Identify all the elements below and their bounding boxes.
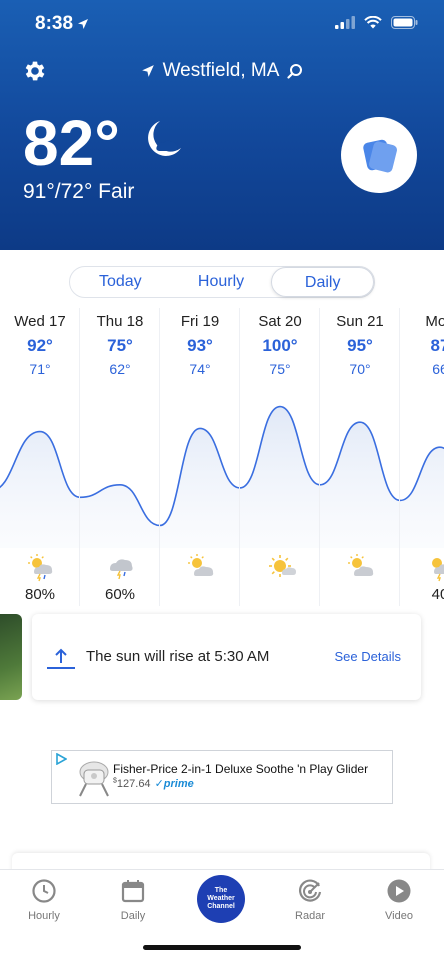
partly-sunny-icon xyxy=(348,554,374,576)
forecast-day[interactable]: Thu 18 75° 62° 60% xyxy=(80,308,160,606)
current-temperature: 82° xyxy=(23,107,120,179)
daily-forecast[interactable]: Wed 17 92° 71° 80% Thu 18 75° 62° 60% Fr… xyxy=(0,308,444,606)
current-conditions-header: 8:38 Westfield, MA xyxy=(0,0,444,250)
forecast-day[interactable]: Wed 17 92° 71° 80% xyxy=(0,308,80,606)
day-high-temp: 87 xyxy=(430,336,444,355)
thunderstorm-partly-sunny-icon xyxy=(432,558,444,582)
forecast-tabs: Today Hourly Daily xyxy=(69,266,375,298)
day-name: Fri 19 xyxy=(180,313,220,330)
play-video-icon xyxy=(387,879,411,903)
battery-icon xyxy=(391,16,418,29)
stacked-cards-icon xyxy=(363,139,397,173)
status-bar: 8:38 xyxy=(0,0,444,48)
nav-daily[interactable]: Daily xyxy=(98,878,168,922)
calendar-icon xyxy=(121,880,145,903)
radar-icon xyxy=(299,879,322,902)
day-low-temp: 71° xyxy=(29,361,51,377)
day-high-temp: 92° xyxy=(27,336,53,355)
weather-channel-logo-button[interactable]: The Weather Channel xyxy=(197,875,245,923)
forecast-day[interactable]: Sat 20 100° 75° xyxy=(240,308,320,606)
nav-radar[interactable]: Radar xyxy=(275,878,345,922)
forecast-day[interactable]: Sun 21 95° 70° xyxy=(320,308,400,606)
previous-card-thumbnail[interactable] xyxy=(0,614,22,700)
day-low-temp: 74° xyxy=(189,361,211,377)
see-details-link[interactable]: See Details xyxy=(334,649,401,664)
tab-hourly[interactable]: Hourly xyxy=(197,273,245,290)
product-image xyxy=(79,761,109,797)
ad-choices-icon[interactable] xyxy=(55,753,67,765)
nav-hourly[interactable]: Hourly xyxy=(9,878,79,922)
bottom-nav: Hourly Daily The Weather Channel Radar xyxy=(0,869,444,960)
hi-lo-condition: 91°/72° Fair xyxy=(23,180,135,203)
day-name: Thu 18 xyxy=(96,313,144,330)
moon-clear-night-icon xyxy=(148,121,181,156)
tab-today[interactable]: Today xyxy=(98,273,142,290)
ad-price: $127.64 ✓prime xyxy=(113,777,194,790)
widget-cards-button[interactable] xyxy=(341,117,417,193)
day-name: Wed 17 xyxy=(14,313,66,330)
sponsored-ad[interactable]: Fisher-Price 2-in-1 Deluxe Soothe 'n Pla… xyxy=(51,750,393,804)
nav-video[interactable]: Video xyxy=(364,878,434,922)
location-arrow-icon xyxy=(78,19,89,29)
cellular-signal-icon xyxy=(335,16,355,29)
mostly-sunny-icon xyxy=(269,555,296,577)
location-bar[interactable]: Westfield, MA xyxy=(0,60,444,82)
day-name: Mon xyxy=(425,313,444,330)
day-name: Sat 20 xyxy=(258,313,302,330)
precip-chance: 80% xyxy=(24,586,56,603)
location-arrow-icon xyxy=(141,65,154,77)
day-high-temp: 75° xyxy=(107,336,133,355)
thunderstorm-partly-sunny-icon xyxy=(28,554,53,582)
thunderstorm-cloud-icon xyxy=(110,559,133,580)
day-high-temp: 100° xyxy=(262,336,298,355)
forecast-day[interactable]: Fri 19 93° 74° xyxy=(160,308,240,606)
sunrise-text: The sun will rise at 5:30 AM xyxy=(86,648,270,665)
day-low-temp: 62° xyxy=(109,361,131,377)
day-high-temp: 93° xyxy=(187,336,213,355)
partly-sunny-icon xyxy=(188,554,214,576)
wifi-icon xyxy=(364,16,382,29)
prime-badge: ✓prime xyxy=(154,778,194,790)
location-name[interactable]: Westfield, MA xyxy=(162,60,280,81)
day-name: Sun 21 xyxy=(336,313,384,330)
status-icons xyxy=(335,16,418,29)
home-indicator xyxy=(143,945,301,950)
precip-chance: 60% xyxy=(104,586,136,603)
settings-gear-icon[interactable] xyxy=(22,58,48,84)
status-time: 8:38 xyxy=(35,13,89,35)
tab-daily[interactable]: Daily xyxy=(271,267,375,297)
sunrise-card[interactable]: The sun will rise at 5:30 AM See Details xyxy=(32,614,421,700)
clock-icon xyxy=(32,879,56,903)
day-high-temp: 95° xyxy=(347,336,373,355)
forecast-day[interactable]: Mon 87 66 40 xyxy=(400,308,444,606)
ad-title: Fisher-Price 2-in-1 Deluxe Soothe 'n Pla… xyxy=(113,762,369,776)
search-icon[interactable] xyxy=(287,63,303,79)
day-low-temp: 70° xyxy=(349,361,371,377)
day-low-temp: 75° xyxy=(269,361,291,377)
sunrise-icon xyxy=(47,648,75,669)
trend-area xyxy=(0,406,444,548)
precip-chance: 40 xyxy=(431,586,444,603)
day-low-temp: 66 xyxy=(432,361,444,377)
